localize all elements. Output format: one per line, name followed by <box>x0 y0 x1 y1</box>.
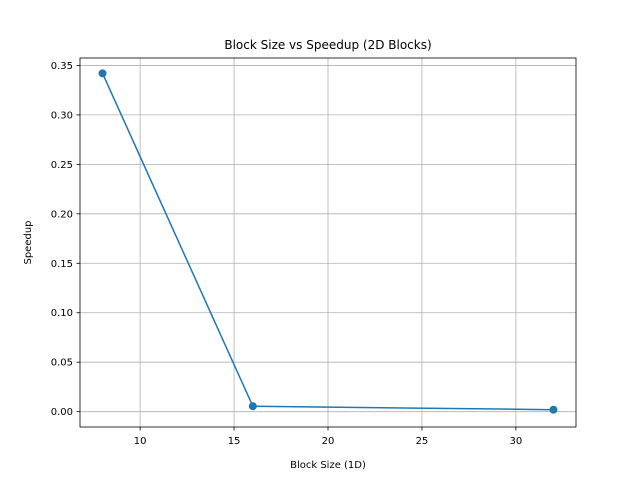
y-tick-label: 0.10 <box>51 308 73 319</box>
x-axis-label: Block Size (1D) <box>290 460 366 471</box>
data-point-marker <box>248 402 257 411</box>
y-tick-label: 0.35 <box>51 61 73 72</box>
y-tick-label: 0.00 <box>51 407 73 418</box>
chart-title: Block Size vs Speedup (2D Blocks) <box>224 38 431 52</box>
y-tick-label: 0.15 <box>51 259 73 270</box>
y-tick-label: 0.25 <box>51 160 73 171</box>
x-tick-label: 10 <box>134 436 147 447</box>
x-tick-label: 15 <box>228 436 241 447</box>
y-axis-label: Speedup <box>23 220 34 264</box>
data-point-marker <box>98 69 107 78</box>
x-tick-label: 20 <box>322 436 335 447</box>
x-tick-label: 30 <box>510 436 523 447</box>
x-tick-label: 25 <box>416 436 429 447</box>
y-tick-label: 0.20 <box>51 209 73 220</box>
y-tick-label: 0.05 <box>51 358 73 369</box>
data-point-marker <box>549 405 558 414</box>
grid <box>80 58 576 427</box>
series-layer <box>98 69 558 414</box>
y-tick-label: 0.30 <box>51 110 73 121</box>
ticks: 10 15 20 25 30 0.00 0.05 0.10 0.15 0.20 0.25 0.30 0.… <box>51 61 523 447</box>
